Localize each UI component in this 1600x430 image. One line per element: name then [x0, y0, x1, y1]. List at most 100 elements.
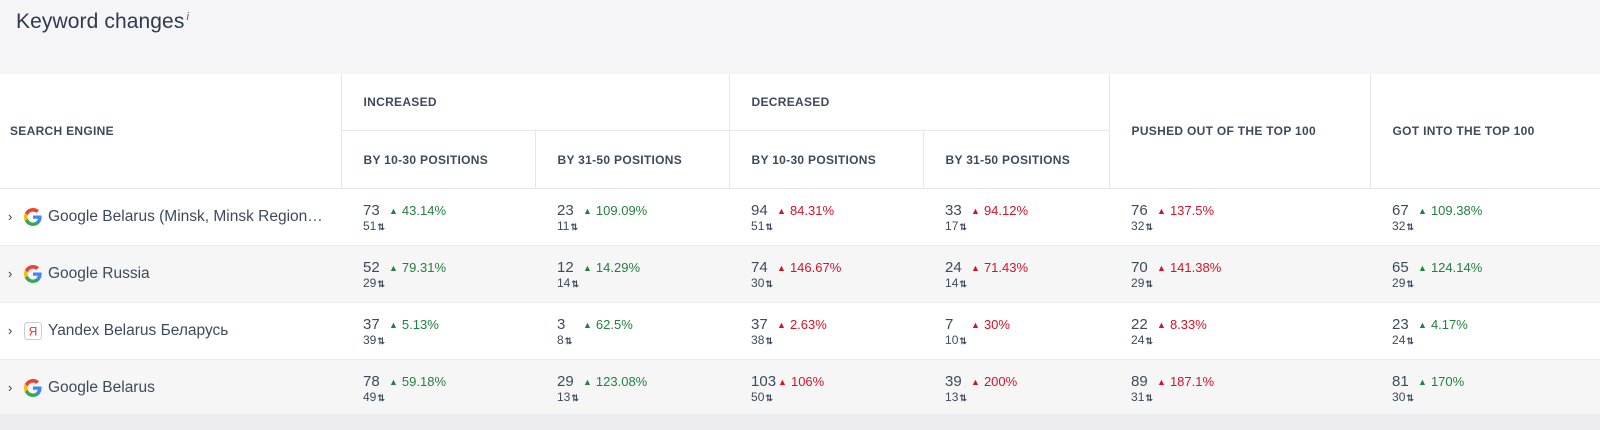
engine-cell: › Я Yandex Belarus Беларусь	[0, 302, 341, 360]
triangle-up-icon: ▲	[971, 262, 980, 273]
chevron-right-icon[interactable]: ›	[8, 323, 13, 339]
change-value: 109.09%	[595, 202, 648, 218]
triangle-up-icon: ▲	[971, 205, 980, 216]
change-value: 5.13%	[401, 316, 439, 332]
current-count: 81	[1392, 372, 1409, 390]
table-row[interactable]: › Google Belarus (Minsk, Minsk Region… 73 ▲…	[0, 188, 1600, 246]
increased-10-30-header: BY 10-30 POSITIONS	[340, 130, 535, 189]
metric-cell: 74 ▲ 146.67% 30⇅	[729, 245, 924, 303]
search-engine-header: SEARCH ENGINE	[0, 74, 341, 189]
up-down-arrows-icon: ⇅	[1406, 392, 1414, 403]
current-count: 24	[945, 258, 962, 276]
bottom-divider	[0, 414, 1600, 430]
triangle-up-icon: ▲	[389, 205, 398, 216]
previous-count: 17	[945, 218, 959, 233]
change-percent: ▲ 14.29%	[583, 260, 640, 275]
metric-cell: 81 ▲ 170% 30⇅	[1370, 359, 1600, 417]
change-percent: ▲ 200%	[971, 374, 1017, 389]
change-value: 43.14%	[401, 202, 447, 218]
page-title: Keyword changes i	[16, 10, 189, 34]
previous-count: 8	[557, 332, 564, 347]
up-down-arrows-icon: ⇅	[1145, 278, 1153, 289]
current-count: 76	[1131, 201, 1148, 219]
change-value: 71.43%	[983, 259, 1029, 275]
triangle-up-icon: ▲	[583, 262, 592, 273]
change-value: 62.5%	[595, 316, 633, 332]
metric-cell: 7 ▲ 30% 10⇅	[923, 302, 1110, 360]
metric-cell: 37 ▲ 5.13% 39⇅	[341, 302, 535, 360]
change-value: 123.08%	[595, 373, 648, 389]
triangle-up-icon: ▲	[777, 262, 786, 273]
metric-cell: 12 ▲ 14.29% 14⇅	[535, 245, 730, 303]
metric-cell: 23 ▲ 4.17% 24⇅	[1370, 302, 1600, 360]
google-icon	[24, 207, 42, 226]
page-title-text: Keyword changes	[16, 10, 185, 33]
previous-count: 51	[751, 218, 765, 233]
triangle-up-icon: ▲	[389, 262, 398, 273]
current-count: 3	[557, 315, 566, 333]
up-down-arrows-icon: ⇅	[570, 221, 579, 232]
change-percent: ▲ 106%	[778, 374, 824, 389]
chevron-right-icon[interactable]: ›	[8, 209, 13, 225]
previous-count: 14	[557, 275, 571, 290]
table-row[interactable]: › Google Belarus 78 ▲ 59.18% 49⇅ 29 ▲ 123.08% 13⇅…	[0, 359, 1600, 417]
change-percent: ▲ 170%	[1418, 374, 1464, 389]
change-percent: ▲ 62.5%	[583, 317, 633, 332]
table-row[interactable]: › Google Russia 52 ▲ 79.31% 29⇅ 12 ▲ 14.29% 14⇅ 74…	[0, 245, 1600, 303]
change-value: 30%	[983, 316, 1010, 332]
triangle-up-icon: ▲	[971, 319, 980, 330]
up-down-arrows-icon: ⇅	[765, 278, 773, 289]
chevron-right-icon[interactable]: ›	[8, 380, 13, 396]
change-value: 137.5%	[1169, 202, 1215, 218]
triangle-up-icon: ▲	[1418, 262, 1427, 273]
metric-cell: 73 ▲ 43.14% 51⇅	[341, 188, 535, 246]
up-down-arrows-icon: ⇅	[377, 278, 385, 289]
triangle-up-icon: ▲	[1418, 376, 1427, 387]
chevron-right-icon[interactable]: ›	[8, 266, 13, 282]
triangle-up-icon: ▲	[1418, 319, 1427, 330]
previous-count: 30	[751, 275, 765, 290]
metric-cell: 70 ▲ 141.38% 29⇅	[1109, 245, 1371, 303]
up-down-arrows-icon: ⇅	[571, 278, 579, 289]
metric-cell: 65 ▲ 124.14% 29⇅	[1370, 245, 1600, 303]
change-value: 146.67%	[789, 259, 842, 275]
up-down-arrows-icon: ⇅	[959, 335, 967, 346]
info-icon[interactable]: i	[186, 11, 189, 23]
triangle-up-icon: ▲	[1157, 319, 1166, 330]
metric-cell: 37 ▲ 2.63% 38⇅	[729, 302, 924, 360]
change-percent: ▲ 71.43%	[971, 260, 1028, 275]
current-count: 73	[363, 201, 380, 219]
decreased-10-30-header: BY 10-30 POSITIONS	[728, 130, 924, 189]
decreased-31-50-header: BY 31-50 POSITIONS	[922, 130, 1110, 189]
up-down-arrows-icon: ⇅	[1145, 392, 1153, 403]
change-percent: ▲ 109.09%	[583, 203, 647, 218]
metric-cell: 103 ▲ 106% 50⇅	[729, 359, 924, 417]
previous-count: 51	[363, 218, 377, 233]
metric-cell: 94 ▲ 84.31% 51⇅	[729, 188, 924, 246]
change-percent: ▲ 4.17%	[1418, 317, 1468, 332]
current-count: 52	[363, 258, 380, 276]
triangle-up-icon: ▲	[777, 319, 786, 330]
current-count: 89	[1131, 372, 1148, 390]
up-down-arrows-icon: ⇅	[765, 221, 773, 232]
change-value: 8.33%	[1169, 316, 1207, 332]
change-percent: ▲ 94.12%	[971, 203, 1028, 218]
change-value: 14.29%	[595, 259, 641, 275]
change-value: 59.18%	[401, 373, 447, 389]
engine-name: Google Russia	[48, 264, 150, 282]
table-row[interactable]: › Я Yandex Belarus Беларусь 37 ▲ 5.13% 39⇅ 3 ▲ 62…	[0, 302, 1600, 360]
current-count: 74	[751, 258, 768, 276]
engine-cell: › Google Belarus (Minsk, Minsk Region…	[0, 188, 341, 246]
change-percent: ▲ 2.63%	[777, 317, 827, 332]
current-count: 7	[945, 315, 954, 333]
up-down-arrows-icon: ⇅	[1145, 335, 1153, 346]
metric-cell: 52 ▲ 79.31% 29⇅	[341, 245, 535, 303]
change-value: 200%	[983, 373, 1018, 389]
metric-cell: 22 ▲ 8.33% 24⇅	[1109, 302, 1371, 360]
decreased-header: DECREASED	[728, 74, 1110, 131]
previous-count: 30	[1392, 389, 1406, 404]
change-percent: ▲ 43.14%	[389, 203, 446, 218]
up-down-arrows-icon: ⇅	[1406, 335, 1414, 346]
engine-cell: › Google Russia	[0, 245, 341, 303]
change-value: 187.1%	[1169, 373, 1215, 389]
